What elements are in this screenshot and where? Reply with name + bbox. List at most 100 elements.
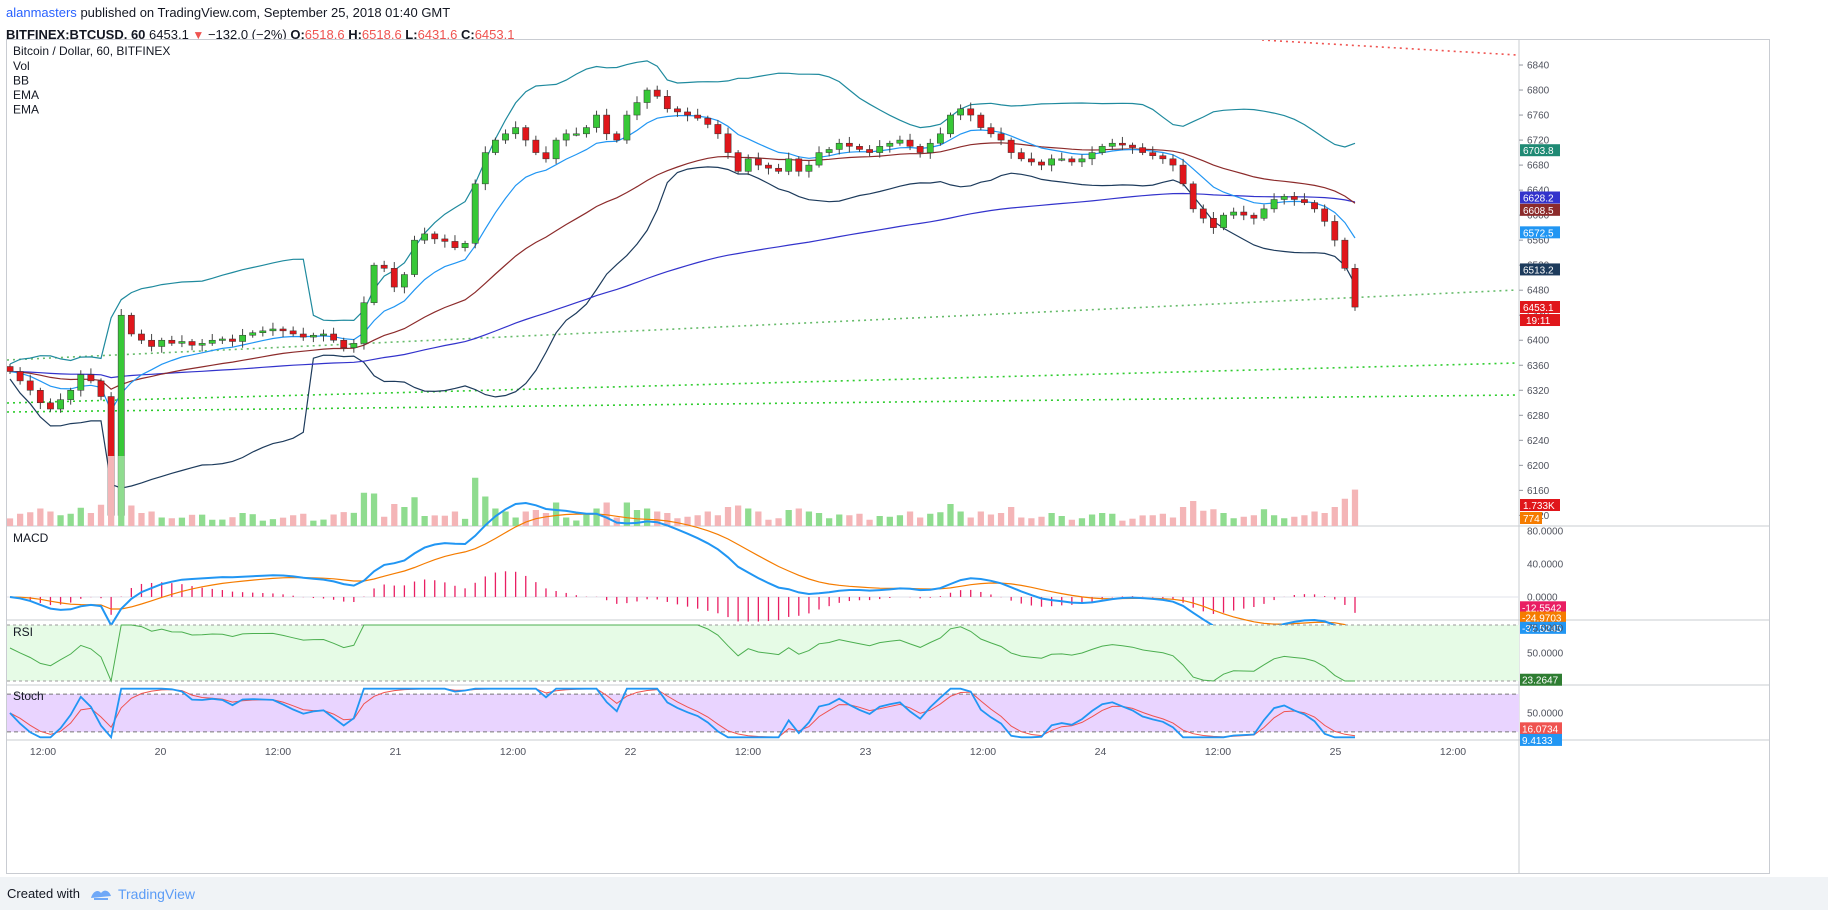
volume-bar — [977, 511, 984, 526]
candle-body — [775, 167, 782, 172]
price-tick-label: 6560 — [1527, 236, 1550, 247]
candle-body — [431, 233, 439, 240]
volume-bar — [97, 504, 105, 526]
volume-bar — [219, 519, 226, 526]
candle-body — [886, 142, 894, 147]
volume-bar — [512, 517, 519, 526]
volume-bar — [1149, 515, 1156, 526]
price-tick-label: 6640 — [1527, 186, 1550, 197]
time-tick-label: 12:00 — [30, 746, 56, 758]
chart-area[interactable]: 6840680067606720668066406600656065206480… — [6, 39, 1770, 874]
candle-body — [158, 339, 166, 347]
candle-body — [603, 114, 611, 135]
volume-bar — [937, 512, 944, 526]
chart-canvas[interactable]: 6840680067606720668066406600656065206480… — [7, 40, 1770, 874]
price-tick-label: 6160 — [1527, 486, 1550, 497]
candle-body — [694, 114, 702, 119]
candle-body — [127, 314, 135, 335]
candle-body — [1119, 142, 1126, 146]
volume-bar — [795, 508, 802, 526]
candle-body — [168, 339, 176, 344]
volume-bar — [1321, 513, 1328, 526]
volume-bar — [573, 520, 580, 526]
change-value: −132.0 (−2%) — [207, 27, 287, 42]
volume-bar — [1341, 498, 1349, 526]
candle-body — [754, 158, 762, 166]
candle-body — [208, 339, 216, 344]
candle-body — [1058, 158, 1066, 161]
open-value: 6518.6 — [304, 27, 345, 42]
candle-body — [481, 152, 489, 185]
tradingview-logo-icon[interactable] — [90, 887, 112, 901]
high-value: 6518.6 — [361, 27, 402, 42]
volume-bar — [310, 520, 317, 526]
volume-bar — [1028, 518, 1035, 526]
candle-body — [471, 183, 479, 244]
volume-bar — [67, 513, 74, 526]
candle-body — [1078, 158, 1086, 163]
candle-body — [785, 158, 793, 172]
candle-body — [47, 402, 54, 410]
price-tag — [1520, 191, 1560, 204]
volume-bar — [411, 497, 418, 526]
volume-bar — [199, 514, 206, 526]
volume-bar — [47, 511, 54, 526]
time-tick-label: 12:00 — [265, 746, 291, 758]
volume-bar — [755, 511, 762, 526]
candle-body — [421, 233, 429, 241]
macd-title: MACD — [13, 531, 49, 545]
volume-bar — [340, 512, 347, 526]
price-tag — [1520, 263, 1560, 276]
volume-bar — [664, 513, 671, 526]
candle-body — [57, 399, 64, 410]
volume-bar — [1129, 518, 1136, 526]
time-tick-label: 12:00 — [1440, 746, 1466, 758]
volume-bar — [7, 518, 14, 526]
candle-body — [77, 374, 85, 391]
legend-item: EMA — [13, 103, 39, 117]
price-tick-label: 6200 — [1527, 461, 1550, 472]
candle-body — [380, 264, 388, 269]
candle-body — [552, 139, 560, 160]
volume-bar — [391, 504, 398, 526]
volume-tag — [1520, 512, 1542, 524]
macd-line — [9, 501, 1356, 644]
volume-bar — [421, 516, 428, 526]
volume-bar — [745, 508, 752, 526]
time-tick-label: 12:00 — [735, 746, 761, 758]
price-tick-label: 6240 — [1527, 436, 1550, 447]
low-label: L: — [405, 27, 418, 42]
candle-body — [26, 380, 34, 391]
volume-bar — [269, 519, 277, 526]
volume-tag — [1520, 499, 1560, 511]
volume-bar — [1190, 501, 1197, 526]
volume-bar — [330, 514, 337, 526]
trend-line — [7, 289, 1518, 361]
author-link[interactable]: alanmasters — [6, 5, 77, 20]
candle-body — [765, 164, 772, 169]
volume-bar — [472, 477, 479, 526]
candle-body — [269, 328, 277, 332]
volume-bar — [927, 513, 934, 526]
price-tick-label: 6600 — [1527, 211, 1550, 222]
time-tick-label: 22 — [625, 746, 637, 758]
candle-body — [1149, 152, 1157, 156]
trend-line — [7, 394, 1518, 413]
chart-header: alanmasters published on TradingView.com… — [6, 2, 514, 46]
volume-bar — [1220, 513, 1227, 526]
tradingview-brand-link[interactable]: TradingView — [117, 885, 196, 902]
volume-bar — [886, 516, 893, 526]
volume-bar — [431, 515, 438, 526]
volume-bar — [1159, 513, 1166, 526]
candle-body — [1230, 211, 1238, 216]
volume-bar — [542, 513, 550, 526]
candle-body — [734, 152, 742, 172]
volume-bar — [1200, 510, 1207, 526]
volume-bar — [714, 515, 722, 526]
candle-body — [633, 102, 641, 116]
candle-body — [936, 133, 944, 144]
volume-bar — [118, 456, 125, 526]
candle-body — [845, 142, 853, 147]
volume-bar — [997, 513, 1005, 526]
candle-body — [1129, 144, 1136, 148]
